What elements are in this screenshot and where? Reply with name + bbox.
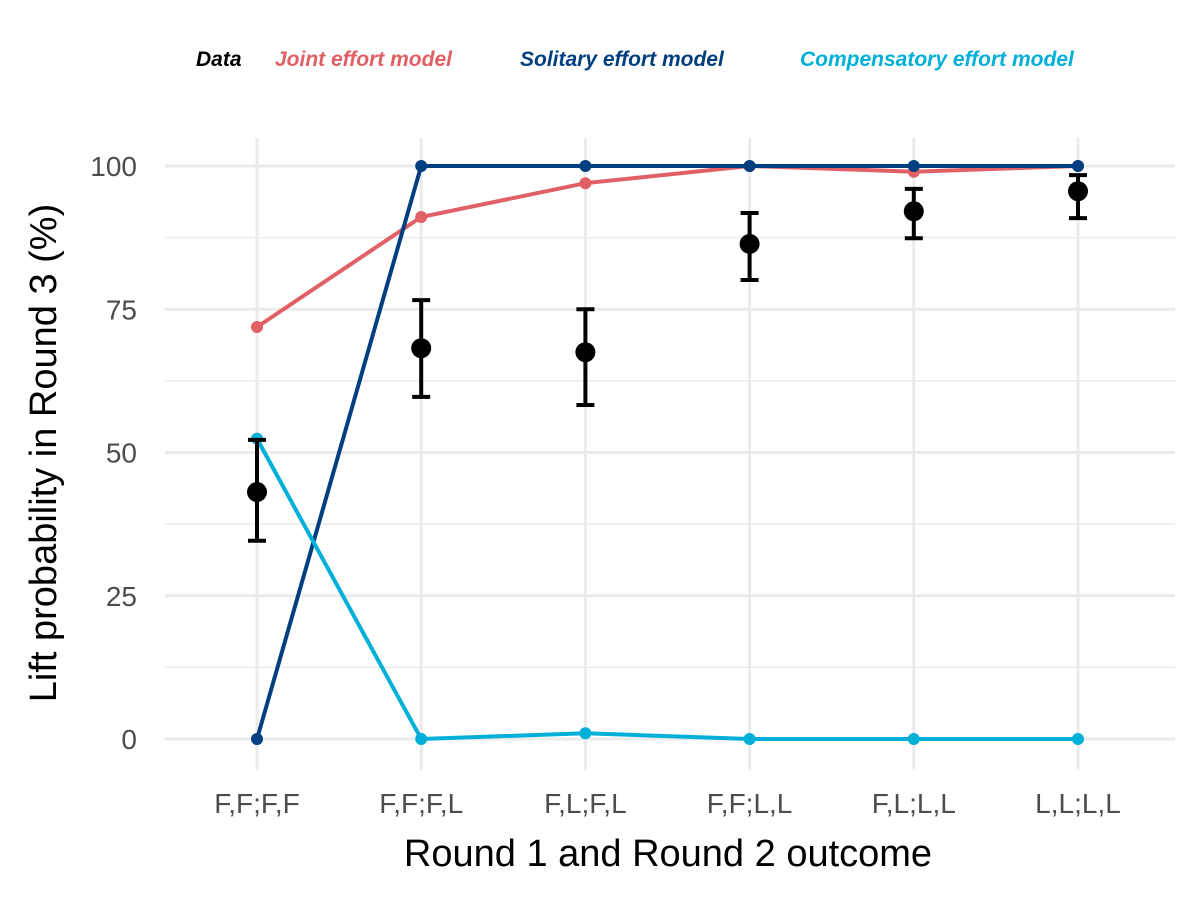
x-axis-title: Round 1 and Round 2 outcome [404, 833, 932, 875]
legend: Data Joint effort model Solitary effort … [196, 48, 1075, 71]
x-axis-ticks: F,F;F,F F,F;F,L F,L;F,L F,F;L,L F,L;L,L L,L;L… [214, 788, 1121, 819]
joint-effort-model-point [579, 177, 592, 190]
compensatory-effort-model-point [743, 733, 756, 745]
x-tick-label: F,F;F,F [214, 788, 300, 819]
y-tick-label: 50 [106, 438, 137, 469]
solitary-effort-model-line [255, 164, 1078, 740]
joint-effort-model-point [251, 321, 263, 334]
joint-effort-model-line [255, 163, 1079, 329]
data-point [739, 233, 760, 254]
compensatory-effort-model-point [1072, 733, 1084, 745]
x-tick-label: F,L;L,L [872, 788, 956, 819]
solitary-effort-model-point [579, 160, 592, 172]
solitary-effort-model-point [743, 160, 756, 172]
data-point [1068, 181, 1088, 202]
solitary-effort-model-point [907, 160, 920, 172]
y-tick-label: 75 [106, 294, 137, 325]
legend-item-compensatory-effort-model: Compensatory effort model [800, 48, 1075, 71]
y-axis-ticks: 0 25 50 75 100 [90, 151, 137, 755]
y-tick-label: 100 [90, 151, 137, 182]
x-tick-label: L,L;L,L [1035, 788, 1121, 819]
joint-effort-model-point [415, 210, 428, 223]
compensatory-effort-model-point [907, 733, 920, 745]
y-axis-title: Lift probability in Round 3 (%) [23, 204, 65, 702]
data-point [575, 342, 596, 363]
compensatory-effort-model-line [255, 437, 1078, 742]
compensatory-effort-model-point [415, 733, 428, 745]
solitary-effort-model-point [251, 733, 263, 745]
legend-item-solitary-effort-model: Solitary effort model [520, 48, 725, 71]
x-tick-label: F,F;L,L [707, 788, 793, 819]
y-tick-label: 25 [106, 581, 137, 612]
legend-item-data: Data [196, 48, 242, 71]
data-point [903, 201, 924, 222]
data-points [247, 173, 1088, 543]
y-tick-label: 0 [121, 724, 137, 755]
series-lines [251, 160, 1084, 745]
data-point [247, 482, 267, 503]
data-point [411, 338, 432, 359]
x-tick-label: F,F;F,L [379, 788, 463, 819]
grid [165, 138, 1175, 770]
solitary-effort-model-point [1072, 160, 1084, 172]
compensatory-effort-model-point [579, 727, 592, 740]
solitary-effort-model-point [415, 160, 428, 172]
legend-item-joint-effort-model: Joint effort model [275, 48, 453, 71]
x-tick-label: F,L;F,L [544, 788, 626, 819]
